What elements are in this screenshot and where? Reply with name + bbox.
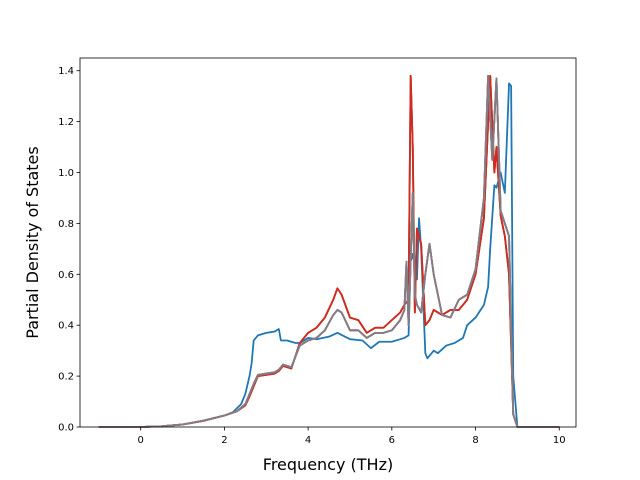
series-line-0 (98, 82, 560, 428)
y-axis-ticks: 0.0 0.2 0.4 0.6 0.8 1.0 1.2 1.4 (58, 66, 80, 434)
y-tick-label: 1.0 (58, 168, 74, 179)
x-axis-label: Frequency (THz) (263, 455, 393, 474)
y-axis-label: Partial Density of States (23, 146, 42, 338)
x-tick-label: 2 (221, 435, 227, 446)
x-tick-label: 0 (138, 435, 144, 446)
plot-area (80, 58, 576, 427)
series-layer (98, 74, 560, 428)
y-tick-label: 1.2 (58, 117, 74, 128)
series-line-7 (98, 74, 560, 428)
y-tick-label: 1.4 (58, 66, 74, 77)
series-line-3 (98, 74, 560, 428)
y-tick-label: 0.2 (58, 372, 74, 383)
x-tick-label: 4 (305, 435, 311, 446)
y-tick-label: 0.8 (58, 219, 74, 230)
x-tick-label: 6 (389, 435, 395, 446)
plot-frame (79, 57, 577, 428)
x-tick-label: 10 (553, 435, 566, 446)
x-axis-ticks: 0 2 4 6 8 10 (138, 427, 566, 446)
x-tick-label: 8 (472, 435, 478, 446)
y-tick-label: 0.4 (58, 321, 74, 332)
y-tick-label: 0.0 (58, 423, 74, 434)
y-tick-label: 0.6 (58, 270, 74, 281)
